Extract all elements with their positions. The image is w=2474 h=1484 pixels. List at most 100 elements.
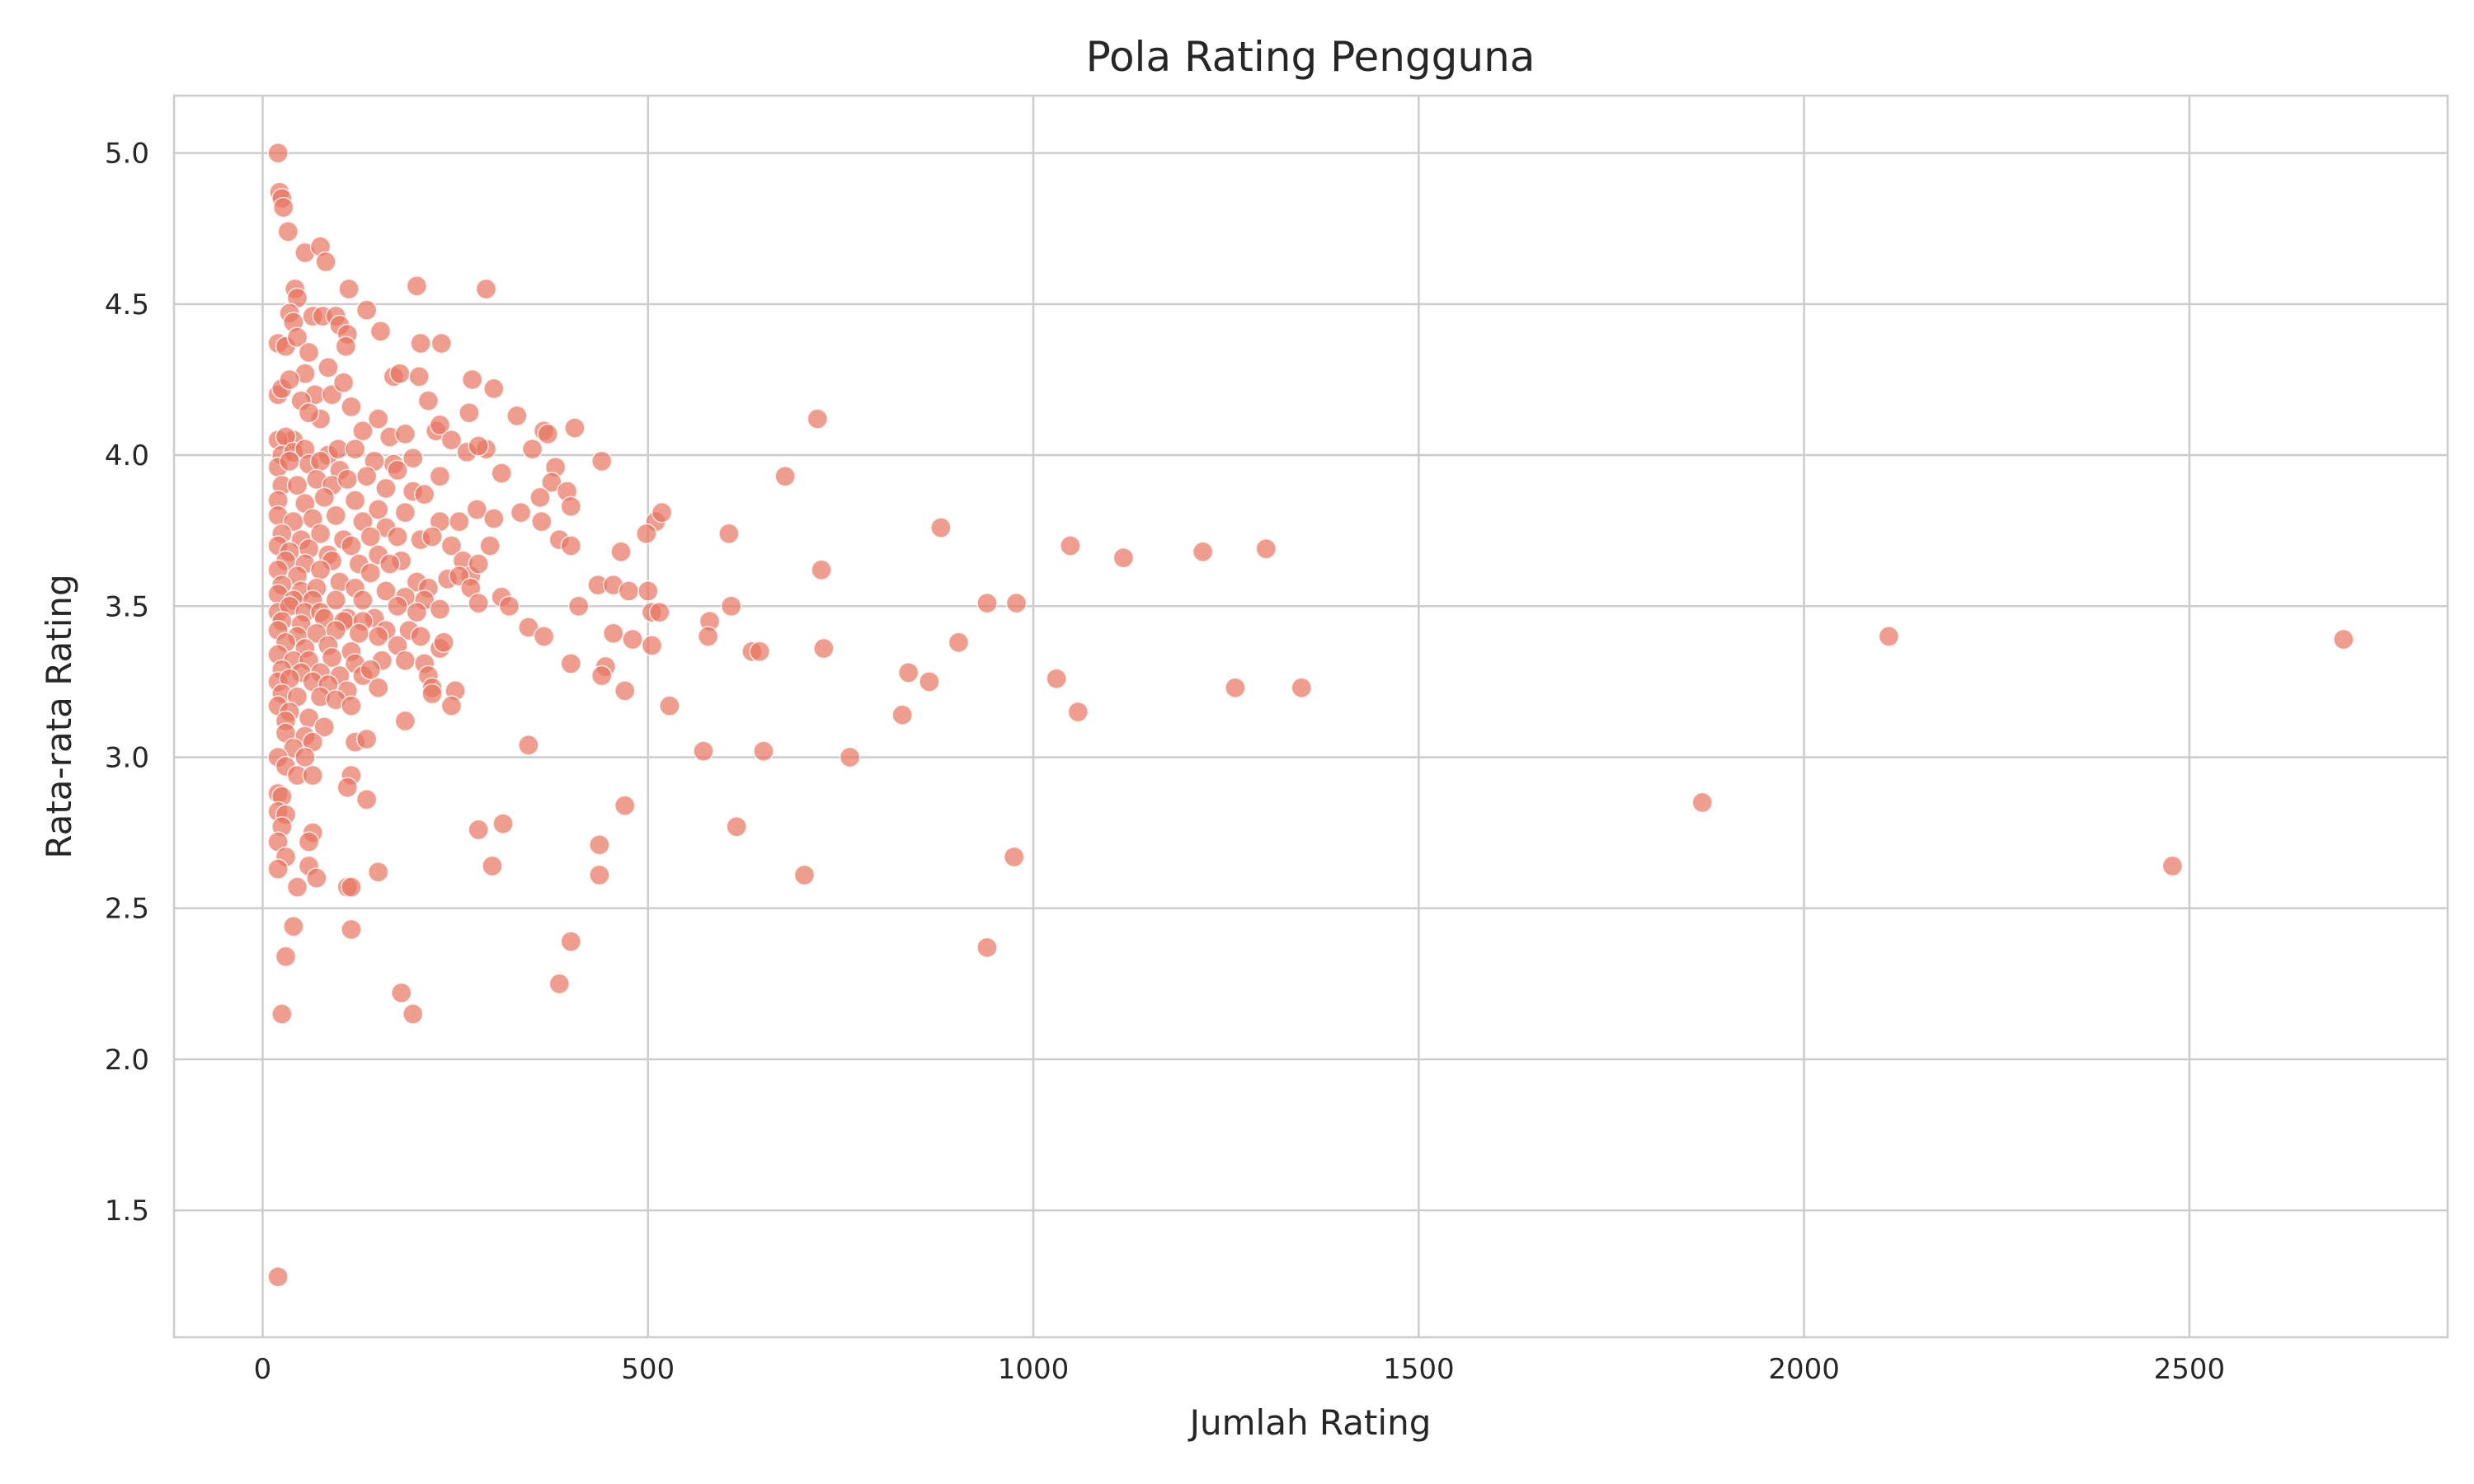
scatter-point xyxy=(325,505,347,527)
scatter-point xyxy=(589,834,610,856)
scatter-point xyxy=(529,486,551,509)
scatter-point xyxy=(479,535,501,556)
scatter-point xyxy=(492,813,514,834)
scatter-point xyxy=(793,864,816,886)
scatter-point xyxy=(636,523,657,545)
scatter-point xyxy=(533,626,555,647)
y-tick-label: 3.5 xyxy=(105,590,149,623)
scatter-point xyxy=(275,946,297,968)
scatter-point xyxy=(1060,535,1081,556)
scatter-point xyxy=(590,450,613,472)
scatter-point xyxy=(283,915,304,937)
scatter-point xyxy=(367,677,389,698)
scatter-point xyxy=(313,486,335,509)
scatter-point xyxy=(482,855,503,877)
scatter-point xyxy=(402,1003,424,1025)
scatter-point xyxy=(468,435,489,457)
scatter-point xyxy=(475,278,497,300)
scatter-point xyxy=(394,650,416,671)
scatter-point xyxy=(1003,846,1025,868)
scatter-point xyxy=(387,595,408,618)
scatter-point xyxy=(375,477,397,500)
scatter-point xyxy=(430,332,453,355)
scatter-point xyxy=(560,931,582,952)
scatter-point xyxy=(321,646,343,669)
scatter-point xyxy=(930,517,952,538)
scatter-point xyxy=(286,474,308,496)
scatter-point xyxy=(309,523,332,545)
scatter-point xyxy=(518,735,539,756)
scatter-point xyxy=(367,626,389,647)
y-tick-label: 5.0 xyxy=(105,138,149,171)
scatter-point xyxy=(341,535,362,556)
scatter-point xyxy=(410,332,431,355)
scatter-point xyxy=(537,423,559,445)
scatter-point xyxy=(406,275,428,297)
scatter-point xyxy=(521,438,543,460)
scatter-point xyxy=(2333,628,2354,650)
scatter-point xyxy=(298,831,320,852)
scatter-point xyxy=(341,695,362,716)
scatter-point xyxy=(811,559,832,581)
scatter-point xyxy=(317,357,339,378)
scatter-point xyxy=(429,414,451,436)
scatter-point xyxy=(433,632,454,653)
scatter-point xyxy=(344,490,366,511)
scatter-point xyxy=(510,501,532,524)
scatter-point xyxy=(531,510,553,533)
scatter-point xyxy=(355,465,378,487)
scatter-point xyxy=(394,501,416,524)
scatter-point xyxy=(360,562,382,584)
scatter-point xyxy=(410,626,431,647)
scatter-point xyxy=(618,580,640,602)
scatter-point xyxy=(429,599,451,620)
scatter-point xyxy=(332,372,355,393)
scatter-point xyxy=(461,369,483,391)
scatter-point xyxy=(651,501,673,524)
scatter-point xyxy=(315,251,336,273)
scatter-point xyxy=(726,815,747,838)
chart-title: Pola Rating Pengguna xyxy=(1086,33,1536,81)
scatter-point xyxy=(622,628,643,650)
scatter-point xyxy=(336,777,359,798)
data-points xyxy=(267,142,2354,1288)
scatter-point xyxy=(483,508,505,529)
scatter-point xyxy=(375,580,397,602)
scatter-point xyxy=(560,535,582,556)
scatter-point xyxy=(590,665,613,687)
scatter-point xyxy=(336,468,359,491)
scatter-point xyxy=(459,402,480,424)
scatter-point xyxy=(468,553,489,575)
scatter-point xyxy=(352,589,374,611)
scatter-point xyxy=(564,417,586,439)
y-tick-label: 4.5 xyxy=(105,289,149,322)
scatter-point xyxy=(774,465,796,487)
scatter-point xyxy=(402,447,424,469)
scatter-point xyxy=(367,861,389,883)
scatter-point xyxy=(1291,677,1313,698)
scatter-point xyxy=(976,592,998,614)
scatter-point xyxy=(440,695,463,716)
scatter-point xyxy=(367,499,389,520)
scatter-point xyxy=(267,1266,289,1288)
scatter-point xyxy=(641,635,663,656)
scatter-point xyxy=(976,937,998,959)
scatter-point xyxy=(1691,791,1714,814)
scatter-point xyxy=(341,918,362,941)
scatter-point xyxy=(341,396,362,418)
scatter-point xyxy=(294,746,316,768)
scatter-point xyxy=(891,704,913,726)
scatter-point xyxy=(302,764,323,787)
scatter-point xyxy=(421,683,443,705)
y-gridlines xyxy=(174,152,2448,1212)
scatter-point xyxy=(649,601,670,623)
scatter-point xyxy=(417,390,440,411)
scatter-point xyxy=(720,595,742,618)
scatter-point xyxy=(355,299,378,321)
scatter-point xyxy=(1878,626,1900,647)
scatter-point xyxy=(659,695,680,716)
scatter-point xyxy=(468,819,489,841)
x-tick-label: 1500 xyxy=(1383,1353,1455,1386)
scatter-point xyxy=(325,589,347,611)
